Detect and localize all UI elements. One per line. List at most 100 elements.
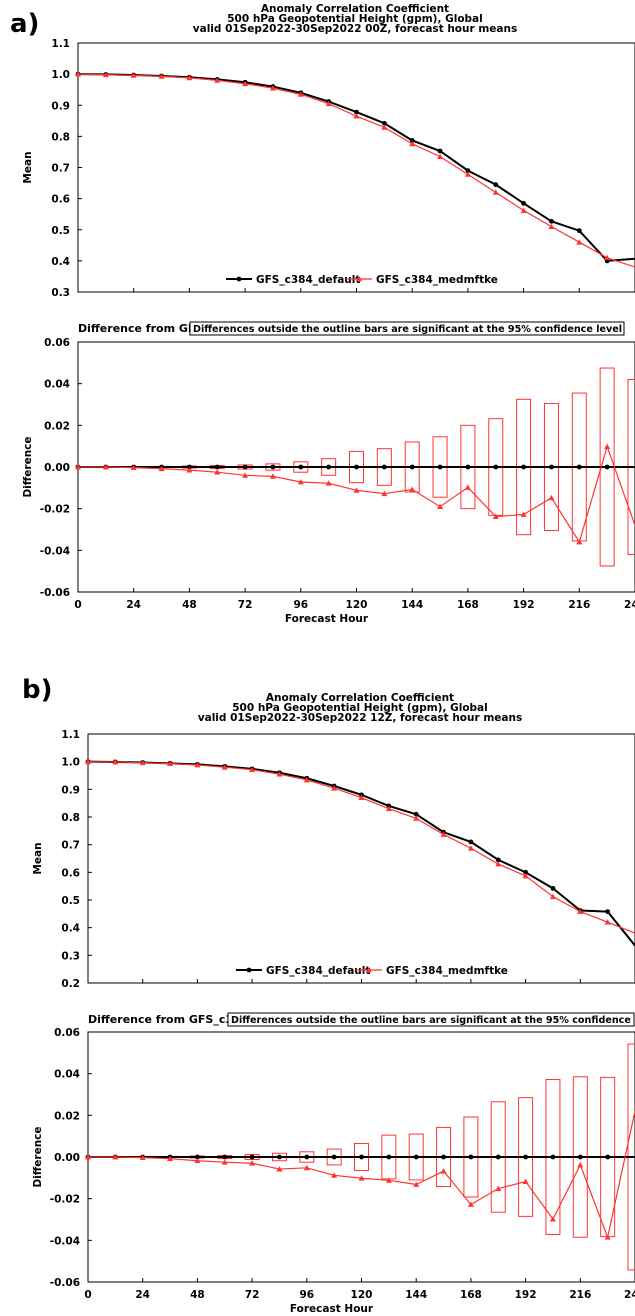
data-point-medmftke <box>186 467 193 473</box>
y-tick-label: -0.02 <box>40 504 70 516</box>
data-point-medmftke <box>381 490 388 497</box>
y-tick-label: 1.0 <box>51 69 70 81</box>
x-tick-label: 168 <box>457 599 479 611</box>
data-point-default <box>576 228 582 234</box>
data-point-default <box>249 1154 255 1160</box>
panel-label: b) <box>22 675 53 705</box>
series-line-default <box>77 73 635 262</box>
data-point-medmftke <box>269 85 276 91</box>
data-point-medmftke <box>242 472 249 478</box>
data-point-medmftke <box>385 1177 392 1183</box>
y-tick-label: 0.6 <box>51 194 70 206</box>
data-point-default <box>326 464 332 470</box>
data-point-medmftke <box>194 1157 201 1164</box>
data-point-medmftke <box>167 760 174 767</box>
data-point-default <box>381 120 387 126</box>
x-tick-label: 24 <box>135 1289 150 1301</box>
data-point-default <box>495 857 501 863</box>
data-point-default <box>437 148 443 154</box>
data-point-medmftke <box>194 761 201 768</box>
data-point-default <box>270 464 276 470</box>
data-point-default <box>465 464 471 470</box>
data-point-medmftke <box>495 861 502 867</box>
chart-title-line: Anomaly Correlation Coefficient <box>266 692 454 704</box>
data-point-medmftke <box>385 805 392 812</box>
data-point-default <box>277 1154 282 1160</box>
x-axis-label: Forecast Hour <box>285 613 369 625</box>
x-tick-label: 216 <box>569 1289 591 1301</box>
data-point-default <box>521 464 526 470</box>
y-axis-label: Difference <box>32 1126 44 1187</box>
x-tick-label: 48 <box>182 599 197 611</box>
data-point-medmftke <box>577 1161 584 1168</box>
data-point-default <box>386 1154 392 1160</box>
data-point-default <box>304 1154 310 1160</box>
y-tick-label: -0.06 <box>40 587 70 599</box>
legend-label-default: GFS_c384_default <box>266 965 370 977</box>
data-point-medmftke <box>576 539 583 545</box>
y-tick-label: 0.7 <box>51 163 70 175</box>
data-point-medmftke <box>549 893 556 900</box>
legend-label-medmftke: GFS_c384_medmftke <box>386 965 508 977</box>
y-tick-label: 0.06 <box>54 1027 80 1039</box>
data-point-default <box>413 811 419 817</box>
data-point-default <box>187 464 192 470</box>
data-point-medmftke <box>495 1185 502 1192</box>
data-point-medmftke <box>167 1155 174 1162</box>
y-tick-label: 0.00 <box>54 1152 80 1164</box>
data-point-medmftke <box>437 503 444 509</box>
data-point-medmftke <box>249 766 256 773</box>
data-point-default <box>523 869 528 875</box>
series-line-medmftke <box>78 444 635 544</box>
data-point-medmftke <box>358 1175 365 1181</box>
x-tick-label: 240 <box>624 599 635 611</box>
data-point-medmftke <box>75 464 81 470</box>
data-point-medmftke <box>522 872 529 879</box>
data-point-medmftke <box>102 71 109 78</box>
data-point-medmftke <box>249 1160 256 1166</box>
legend-marker-default <box>236 276 242 282</box>
x-tick-label: 168 <box>460 1289 482 1301</box>
y-tick-label: 0.3 <box>51 287 70 299</box>
data-point-default <box>381 464 387 470</box>
x-tick-label: 96 <box>293 599 308 611</box>
data-point-default <box>550 1154 556 1160</box>
x-tick-label: 120 <box>346 599 368 611</box>
y-tick-label: 0.6 <box>61 867 80 879</box>
data-point-medmftke <box>520 207 527 213</box>
y-axis-label: Difference <box>22 436 34 497</box>
y-tick-label: -0.04 <box>50 1235 80 1247</box>
y-axis-label: Mean <box>22 151 34 183</box>
x-tick-label: 24 <box>126 599 141 611</box>
legend-label-medmftke: GFS_c384_medmftke <box>376 274 498 286</box>
plot-frame <box>77 42 635 293</box>
data-point-default <box>413 1154 419 1160</box>
data-point-medmftke <box>130 72 137 78</box>
y-tick-label: 0.9 <box>61 784 80 796</box>
data-point-medmftke <box>130 464 137 471</box>
y-tick-label: 0.02 <box>54 1110 80 1122</box>
data-point-default <box>465 168 471 174</box>
data-point-medmftke <box>158 465 165 472</box>
data-point-default <box>331 1154 337 1160</box>
data-point-medmftke <box>269 473 276 479</box>
data-point-medmftke <box>221 1159 228 1165</box>
data-point-default <box>605 1154 611 1160</box>
chart-title-line: valid 01Sep2022-30Sep2022 00Z, forecast … <box>193 23 517 35</box>
data-point-medmftke <box>464 484 471 490</box>
significance-note: Differences outside the outline bars are… <box>231 1015 635 1026</box>
data-point-medmftke <box>214 77 221 83</box>
data-point-default <box>549 218 554 224</box>
chart-title-line: 500 hPa Geopotential Height (gpm), Globa… <box>227 13 482 25</box>
x-tick-label: 72 <box>238 599 253 611</box>
data-point-default <box>222 1154 228 1160</box>
x-tick-label: 72 <box>245 1289 260 1301</box>
significance-note-box <box>189 321 625 336</box>
data-point-medmftke <box>297 479 304 485</box>
data-point-default <box>493 182 499 188</box>
y-tick-label: 0.04 <box>44 379 70 391</box>
data-point-medmftke <box>331 1172 338 1178</box>
data-point-medmftke <box>75 71 81 77</box>
y-tick-label: 0.5 <box>51 225 70 237</box>
x-tick-label: 0 <box>74 599 81 611</box>
